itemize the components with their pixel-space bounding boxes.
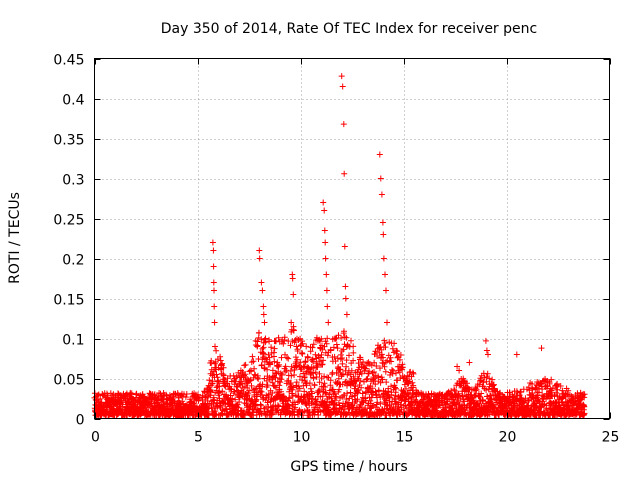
plot-border bbox=[94, 58, 610, 419]
y-tick-label: 0.05 bbox=[53, 373, 84, 389]
y-tick-label: 0 bbox=[76, 413, 85, 429]
x-tick-label: 10 bbox=[293, 430, 311, 446]
y-tick-label: 0.45 bbox=[53, 53, 84, 69]
x-tick-label: 0 bbox=[91, 430, 100, 446]
axis-ticks: 0 0.05 0.1 0.15 0.2 0.25 0.3 0.35 0.4 0.45 0 5 10 15 2… bbox=[53, 53, 619, 446]
x-tick-label: 25 bbox=[602, 430, 620, 446]
x-tick-label: 15 bbox=[396, 430, 414, 446]
y-tick-label: 0.1 bbox=[62, 333, 84, 349]
x-tick-label: 5 bbox=[194, 430, 203, 446]
grid-lines bbox=[94, 58, 610, 419]
y-tick-label: 0.2 bbox=[62, 253, 84, 269]
y-axis-label: ROTI / TECUs bbox=[7, 192, 23, 284]
chart-title: Day 350 of 2014, Rate Of TEC Index for r… bbox=[161, 21, 537, 37]
x-axis-label: GPS time / hours bbox=[290, 459, 407, 475]
y-tick-label: 0.25 bbox=[53, 213, 84, 229]
y-tick-label: 0.4 bbox=[62, 93, 84, 109]
y-tick-label: 0.35 bbox=[53, 133, 84, 149]
x-tick-label: 20 bbox=[499, 430, 517, 446]
y-tick-label: 0.3 bbox=[62, 173, 84, 189]
y-tick-label: 0.15 bbox=[53, 293, 84, 309]
